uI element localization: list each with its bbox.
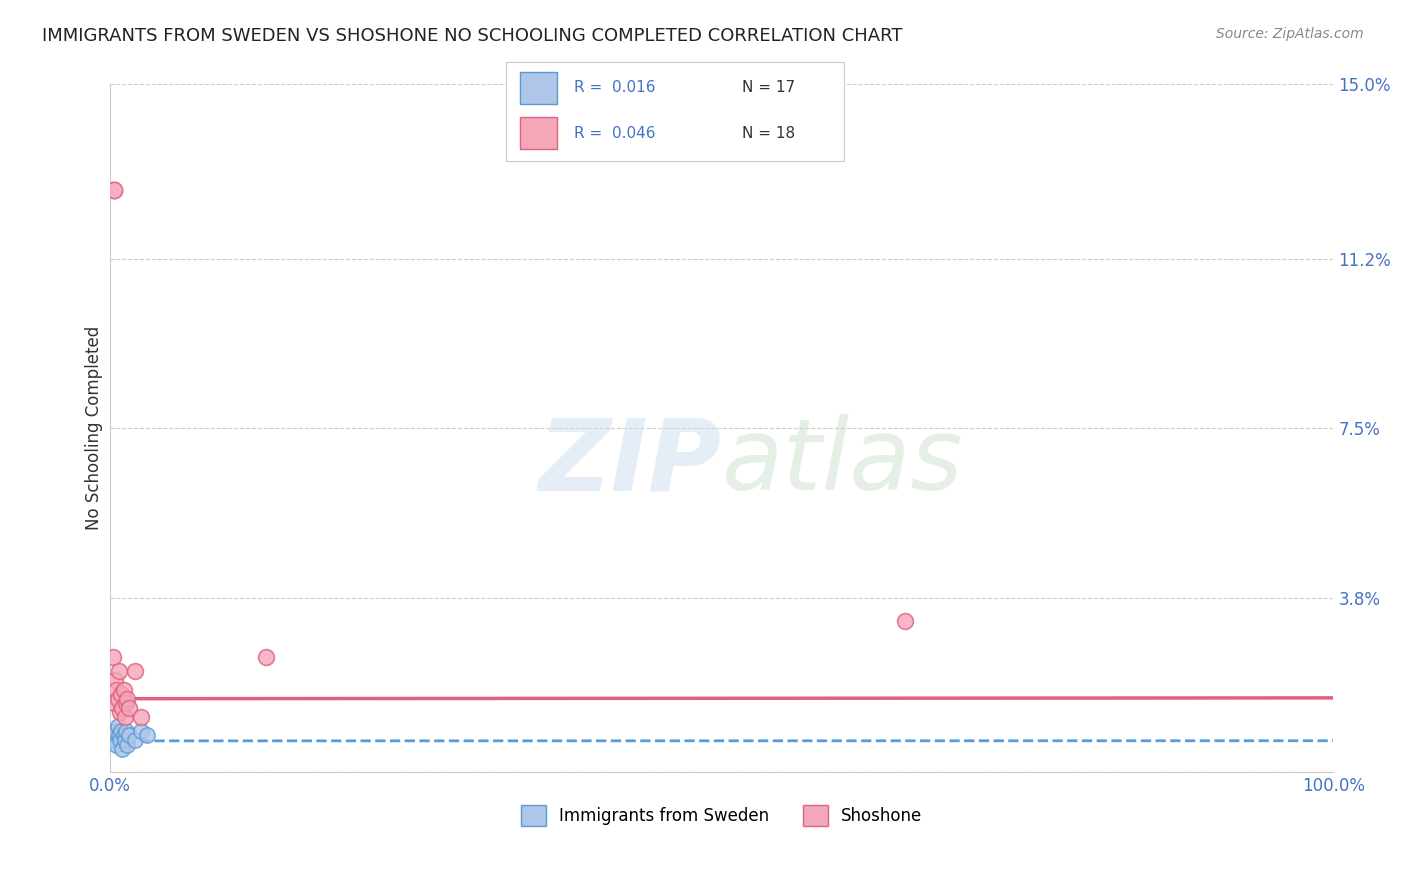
Point [108,706,131,720]
Text: N = 18: N = 18 [742,126,796,141]
Point [129,723,152,738]
Point [103,696,125,710]
Point [110,723,132,738]
Text: atlas: atlas [721,414,963,511]
Point [107,719,129,733]
Legend: Immigrants from Sweden, Shoshone: Immigrants from Sweden, Shoshone [515,799,929,832]
Point [105,682,128,697]
Point [117,728,139,742]
Point [115,696,138,710]
Point [129,710,152,724]
Point [107,728,129,742]
Text: IMMIGRANTS FROM SWEDEN VS SHOSHONE NO SCHOOLING COMPLETED CORRELATION CHART: IMMIGRANTS FROM SWEDEN VS SHOSHONE NO SC… [42,27,903,45]
Text: R =  0.016: R = 0.016 [574,80,655,95]
Point [124,664,146,678]
Point [105,738,128,752]
Point [103,183,125,197]
FancyBboxPatch shape [520,118,557,149]
Point [111,742,134,756]
Point [114,710,136,724]
Point [112,682,135,697]
Point [108,733,131,747]
Point [107,691,129,706]
Point [107,664,129,678]
Point [103,733,125,747]
Point [101,650,124,665]
Point [117,691,139,706]
Point [254,650,277,665]
Text: N = 17: N = 17 [742,80,796,95]
FancyBboxPatch shape [520,72,557,103]
Point [101,728,124,742]
Point [104,673,127,688]
Point [117,701,139,715]
Text: ZIP: ZIP [538,414,721,511]
Point [894,614,917,628]
Point [104,723,127,738]
Point [136,728,159,742]
Point [111,701,134,715]
Point [110,687,132,701]
Y-axis label: No Schooling Completed: No Schooling Completed [86,326,103,531]
Point [124,733,146,747]
Point [115,723,138,738]
Text: R =  0.046: R = 0.046 [574,126,655,141]
Point [117,738,139,752]
Point [112,728,135,742]
Point [114,733,136,747]
Text: Source: ZipAtlas.com: Source: ZipAtlas.com [1216,27,1364,41]
